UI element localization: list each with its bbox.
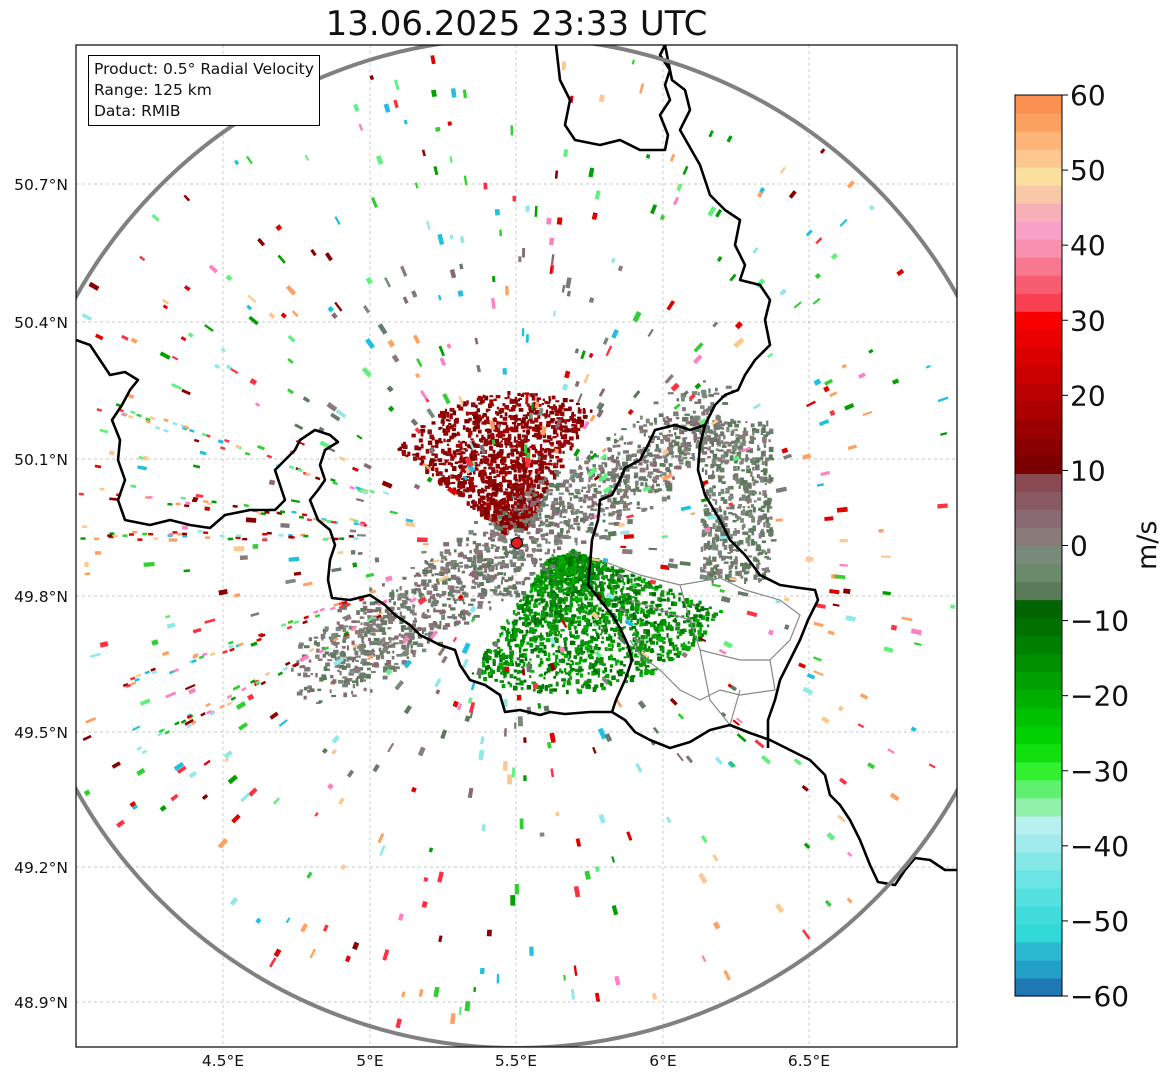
colorbar-segment	[1015, 599, 1062, 619]
colorbar-segment	[1015, 923, 1062, 943]
colorbar-segment	[1015, 311, 1062, 330]
colorbar-tick-label: −20	[1070, 680, 1129, 713]
colorbar-tick-label: −10	[1070, 605, 1129, 638]
colorbar-segment	[1015, 887, 1062, 907]
plot-frame	[75, 44, 958, 1048]
colorbar-segment	[1015, 797, 1062, 817]
colorbar-segment	[1015, 779, 1062, 799]
colorbar-segment	[1015, 563, 1062, 583]
lon-tick-label: 6°E	[649, 1052, 676, 1070]
colorbar-segment	[1015, 617, 1062, 637]
lat-tick-label: 50.1°N	[14, 451, 68, 469]
colorbar-segment	[1015, 455, 1062, 475]
radar-site-marker	[511, 537, 523, 549]
latitude-axis: 50.7°N 50.4°N 50.1°N 49.8°N 49.5°N 49.2°N 48.9…	[14, 176, 68, 1012]
lat-tick-label: 49.5°N	[14, 724, 68, 742]
colorbar-tick-label: 0	[1070, 530, 1088, 563]
colorbar-ticks: 60 50 40 30 20 10 0 −10 −20 −30 −40 −50 −60	[1062, 79, 1129, 1013]
province-border	[599, 559, 801, 727]
colorbar-segment	[1015, 185, 1062, 204]
colorbar-segment	[1015, 761, 1062, 781]
colorbar-tick-label: −60	[1070, 980, 1129, 1013]
colorbar-segment	[1015, 293, 1062, 312]
colorbar	[1014, 94, 1063, 997]
lat-tick-label: 48.9°N	[14, 994, 68, 1012]
colorbar-segment	[1015, 347, 1062, 366]
lon-tick-label: 5.5°E	[495, 1052, 537, 1070]
colorbar-segment	[1015, 203, 1062, 222]
colorbar-segment	[1015, 725, 1062, 745]
lon-tick-label: 5°E	[356, 1052, 383, 1070]
lat-tick-label: 49.8°N	[14, 588, 68, 606]
colorbar-segment	[1015, 581, 1062, 601]
longitude-axis: 4.5°E 5°E 5.5°E 6°E 6.5°E	[202, 1052, 830, 1070]
colorbar-segment	[1015, 95, 1062, 114]
colorbar-segment	[1015, 635, 1062, 655]
colorbar-tick-label: −30	[1070, 755, 1129, 788]
colorbar-segment	[1015, 131, 1062, 150]
map-title: 13.06.2025 23:33 UTC	[325, 4, 708, 44]
colorbar-segment	[1015, 689, 1062, 709]
colorbar-segment	[1015, 545, 1062, 565]
radar-echoes	[78, 55, 956, 1029]
colorbar-tick-label: 30	[1070, 304, 1106, 337]
colorbar-segment	[1015, 383, 1062, 402]
border-luxembourg	[586, 423, 706, 713]
colorbar-tick-label: −50	[1070, 905, 1129, 938]
colorbar-segment	[1015, 437, 1062, 456]
colorbar-segment	[1015, 221, 1062, 240]
colorbar-segment	[1015, 491, 1062, 511]
colorbar-segment	[1015, 743, 1062, 763]
colorbar-segment	[1015, 275, 1062, 294]
colorbar-segment	[1015, 419, 1062, 438]
colorbar-segment	[1015, 527, 1062, 547]
colorbar-segment	[1015, 473, 1062, 493]
colorbar-segment	[1015, 509, 1062, 529]
colorbar-segment	[1015, 239, 1062, 258]
colorbar-segment	[1015, 941, 1062, 961]
border-france-belgium	[76, 338, 957, 887]
colorbar-segment	[1015, 707, 1062, 727]
lon-tick-label: 4.5°E	[202, 1052, 244, 1070]
colorbar-segment	[1015, 869, 1062, 889]
colorbar-tick-label: −40	[1070, 830, 1129, 863]
colorbar-segment	[1015, 959, 1062, 979]
colorbar-segment	[1015, 977, 1062, 997]
colorbar-segment	[1015, 113, 1062, 132]
lon-tick-label: 6.5°E	[788, 1052, 830, 1070]
colorbar-tick-label: 20	[1070, 379, 1106, 412]
colorbar-segment	[1015, 653, 1062, 673]
border-belgium-luxembourg	[554, 45, 820, 748]
colorbar-tick-label: 10	[1070, 454, 1106, 487]
colorbar-tick-label: 50	[1070, 154, 1106, 187]
range-text: Range: 125 km	[94, 81, 212, 99]
data-source-text: Data: RMIB	[94, 102, 181, 120]
colorbar-segment	[1015, 257, 1062, 276]
colorbar-segment	[1015, 167, 1062, 186]
colorbar-segment	[1015, 401, 1062, 420]
colorbar-tick-label: 40	[1070, 229, 1106, 262]
product-info-box: Product: 0.5° Radial Velocity Range: 125…	[88, 55, 320, 126]
colorbar-segment	[1015, 365, 1062, 384]
lat-tick-label: 50.7°N	[14, 176, 68, 194]
colorbar-segment	[1015, 905, 1062, 925]
colorbar-segment	[1015, 149, 1062, 168]
lat-tick-label: 49.2°N	[14, 859, 68, 877]
colorbar-label: m/s	[1132, 520, 1163, 570]
colorbar-segment	[1015, 815, 1062, 835]
colorbar-segment	[1015, 671, 1062, 691]
colorbar-segment	[1015, 833, 1062, 853]
colorbar-tick-label: 60	[1070, 79, 1106, 112]
colorbar-segment	[1015, 851, 1062, 871]
lat-tick-label: 50.4°N	[14, 314, 68, 332]
colorbar-segment	[1015, 329, 1062, 348]
product-text: Product: 0.5° Radial Velocity	[94, 60, 314, 78]
